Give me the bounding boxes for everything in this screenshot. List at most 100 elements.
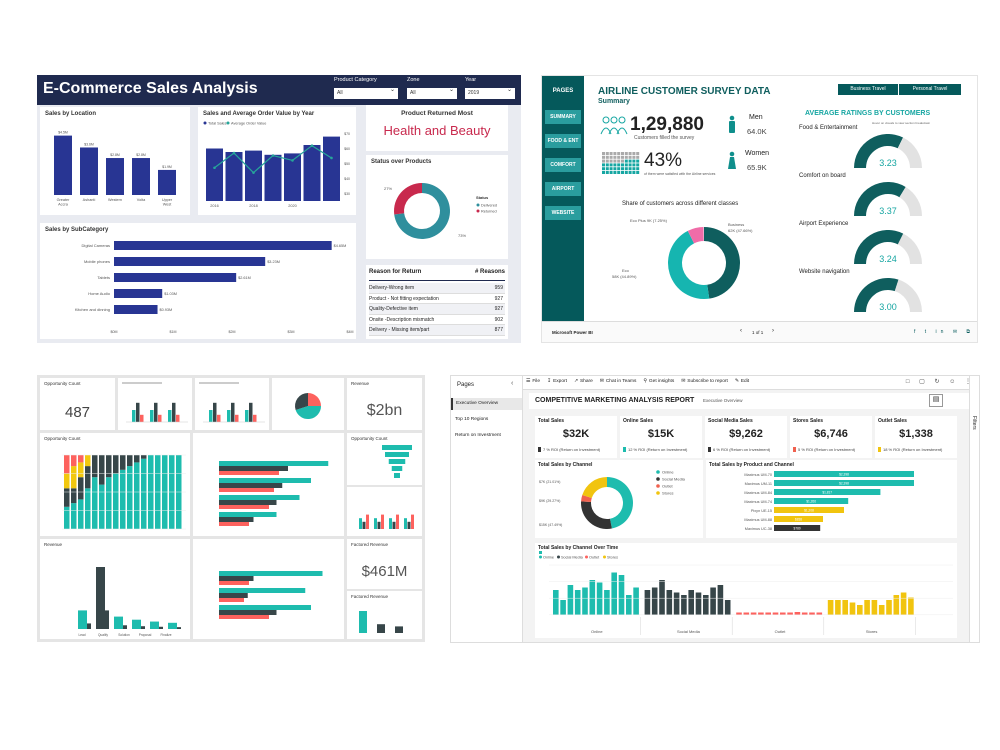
stacked-segment[interactable]: [92, 455, 98, 478]
sales-aov-card[interactable]: Sales and Average Order Value by Year To…: [198, 107, 356, 215]
channel-slice[interactable]: [581, 501, 612, 529]
opportunity-stacked-chart[interactable]: Opportunity Count: [40, 433, 190, 536]
stacked-segment[interactable]: [120, 455, 126, 470]
avg-bar[interactable]: [411, 514, 414, 529]
hbar[interactable]: [219, 488, 274, 492]
subcategory-bar[interactable]: [114, 273, 237, 282]
location-bar[interactable]: [106, 158, 124, 195]
time-bar[interactable]: [809, 612, 815, 616]
kpi-card[interactable]: Outlet Sales $1,338 18 % ROI (Return on In…: [875, 416, 957, 458]
product-bar[interactable]: [774, 507, 844, 513]
table-row[interactable]: Quality-Defective item 927: [369, 304, 505, 315]
stacked-segment[interactable]: [71, 488, 77, 504]
avg-bar[interactable]: [359, 518, 362, 529]
time-bar[interactable]: [780, 612, 786, 616]
slicer-product-category[interactable]: Product Category All: [334, 77, 398, 101]
mini-bar[interactable]: [168, 410, 172, 422]
mini-bar[interactable]: [136, 402, 140, 422]
mini-bar[interactable]: [231, 402, 235, 422]
toolbar-right-icons[interactable]: □ ▢ ↻ ☺ ⋮: [905, 379, 975, 385]
stacked-segment[interactable]: [78, 462, 84, 478]
revenue-bar[interactable]: [168, 622, 177, 629]
hbar[interactable]: [219, 593, 248, 598]
stacked-segment[interactable]: [85, 466, 91, 489]
avg-bar[interactable]: [366, 514, 369, 529]
page-item-executive-overview[interactable]: Executive Overview: [451, 398, 522, 410]
time-bar[interactable]: [750, 612, 757, 616]
location-bar[interactable]: [158, 169, 176, 195]
funnel-bar[interactable]: [391, 466, 403, 471]
mini-chart-2[interactable]: [195, 378, 269, 430]
time-bar[interactable]: [710, 587, 716, 616]
channel-slice[interactable]: [581, 494, 592, 502]
mini-bar[interactable]: [227, 410, 231, 422]
avg-bar[interactable]: [396, 514, 399, 529]
opportunity-funnel-card[interactable]: Opportunity Count: [347, 433, 422, 485]
gauge-fill[interactable]: [854, 230, 904, 264]
hbar[interactable]: [219, 571, 323, 576]
avg-bar[interactable]: [407, 521, 411, 529]
factored-revenue-chart[interactable]: Factored Revenue: [347, 591, 422, 639]
kpi-card[interactable]: Stores Sales $6,746 5 % ROI (Return on Inv…: [790, 416, 872, 458]
mini-bar[interactable]: [235, 414, 239, 422]
mini-bar[interactable]: [245, 410, 249, 422]
toolbar-chat-in-teams[interactable]: ✉ Chat in Teams: [600, 379, 637, 384]
mini-bar[interactable]: [172, 402, 176, 422]
stacked-segment[interactable]: [71, 466, 77, 489]
stacked-segment[interactable]: [64, 455, 70, 474]
tab-business-travel[interactable]: Business Travel: [838, 84, 898, 95]
time-bar[interactable]: [787, 612, 793, 616]
stacked-segment[interactable]: [64, 506, 70, 529]
revenue-bar[interactable]: [96, 567, 105, 629]
hbar[interactable]: [219, 615, 269, 619]
nav-item-comfort[interactable]: COMFORT: [545, 158, 581, 172]
time-bar[interactable]: [717, 585, 724, 615]
stacked-segment[interactable]: [92, 477, 98, 529]
sales-bar[interactable]: [245, 150, 262, 201]
hbar[interactable]: [219, 581, 249, 585]
gauge-track[interactable]: [899, 186, 922, 216]
stacked-segment[interactable]: [113, 455, 119, 474]
time-bar[interactable]: [765, 612, 771, 616]
time-bar[interactable]: [816, 612, 823, 616]
hbar[interactable]: [219, 517, 254, 522]
stacked-segment[interactable]: [78, 499, 84, 529]
time-bar[interactable]: [604, 590, 610, 615]
mini-bar[interactable]: [132, 410, 136, 422]
factored-bar[interactable]: [359, 611, 367, 633]
product-bar[interactable]: [774, 516, 823, 522]
time-bar[interactable]: [703, 595, 709, 615]
mini-bar[interactable]: [154, 402, 158, 422]
kpi-card[interactable]: Social Media Sales $9,262 6 % ROI (Return …: [705, 416, 787, 458]
table-row[interactable]: Onsite -Description mismatch 902: [369, 314, 505, 325]
mini-bar[interactable]: [253, 414, 257, 422]
pie-slice[interactable]: [308, 393, 321, 406]
time-bar[interactable]: [574, 590, 581, 615]
table-row[interactable]: Delivery-Wrong item 959: [369, 283, 505, 294]
time-bar[interactable]: [835, 600, 841, 615]
mini-bar[interactable]: [213, 402, 217, 422]
stacked-segment[interactable]: [64, 488, 70, 507]
gauge-fill[interactable]: [854, 134, 904, 168]
stacked-segment[interactable]: [99, 455, 105, 485]
revenue-bar[interactable]: [105, 610, 109, 629]
time-bar[interactable]: [582, 587, 588, 616]
revenue-bar-chart[interactable]: Revenue Lead Qualify Solution Proposal Final…: [40, 539, 190, 639]
time-bar[interactable]: [736, 612, 742, 616]
hbar[interactable]: [219, 471, 279, 475]
time-bar[interactable]: [644, 590, 651, 615]
time-bar[interactable]: [724, 600, 731, 615]
toolbar-get-insights[interactable]: ⚲ Get insights: [643, 379, 674, 384]
nav-item-summary[interactable]: SUMMARY: [545, 110, 581, 124]
page-item-top-10-regions[interactable]: Top 10 Regions: [455, 417, 489, 422]
avg-bar[interactable]: [389, 518, 392, 529]
opportunity-hbar-chart[interactable]: [193, 433, 344, 536]
mini-bar[interactable]: [140, 414, 144, 422]
sales-bar[interactable]: [225, 152, 243, 201]
avg-bar[interactable]: [392, 521, 396, 529]
prev-page-icon[interactable]: ‹: [740, 328, 742, 334]
stacked-segment[interactable]: [127, 466, 133, 529]
stacked-segment[interactable]: [71, 455, 77, 467]
funnel-bar[interactable]: [388, 459, 406, 464]
hbar[interactable]: [219, 495, 300, 500]
